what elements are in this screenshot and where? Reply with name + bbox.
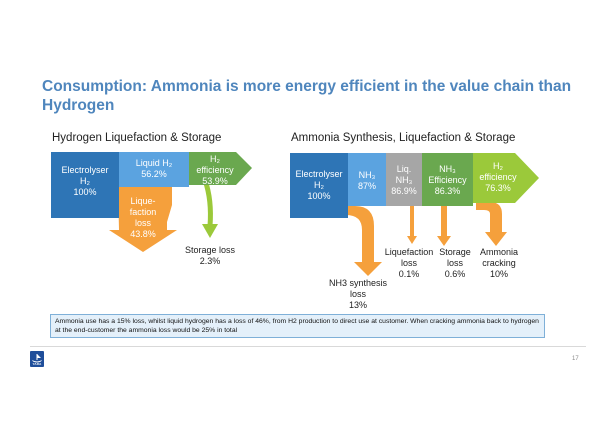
footer-divider (30, 346, 586, 347)
nh3-h2-efficiency-label: H₂ efficiency 76.3% (479, 161, 517, 193)
nh3-efficiency-box (422, 153, 473, 206)
nh3-liquefaction-loss-label: Liquefaction loss 0.1% (384, 247, 434, 279)
nh3-synthesis-loss-flow (346, 206, 382, 276)
summary-note-box: Ammonia use has a 15% loss, whilst liqui… (50, 314, 545, 338)
h2-electrolyser-box (51, 152, 119, 218)
page-number: 17 (572, 356, 579, 362)
h2-liquefaction-loss-flow (109, 186, 177, 252)
ammonia-section-title: Ammonia Synthesis, Liquefaction & Storag… (291, 132, 516, 144)
nh3-cracking-loss-label: Ammonia cracking 10% (479, 247, 518, 279)
nh3-liq-box (386, 153, 422, 206)
nh3-efficiency-label: NH₃ Efficiency 86.3% (428, 164, 467, 196)
slide-title: Consumption: Ammonia is more energy effi… (42, 78, 572, 114)
logo-wordmark: YARA (32, 362, 42, 366)
nh3-liq-label: Liq. NH₃ 86.9% (391, 164, 417, 196)
nh3-box (348, 153, 386, 206)
yara-logo: YARA (30, 351, 44, 367)
nh3-cracking-loss-flow (476, 202, 507, 246)
h2-electrolyser-label: Electrolyser H₂ 100% (61, 165, 109, 197)
nh3-storage-loss-label: Storage loss 0.6% (439, 247, 471, 279)
hydrogen-section-title: Hydrogen Liquefaction & Storage (52, 132, 222, 144)
nh3-electrolyser-label: Electrolyser H₂ 100% (295, 169, 343, 201)
nh3-liquefaction-loss-flow (407, 204, 417, 244)
nh3-synthesis-loss-label: NH3 synthesis loss 13% (328, 278, 388, 310)
h2-liquid-box (119, 152, 189, 187)
h2-storage-loss-arrowhead (202, 224, 218, 238)
h2-efficiency-arrow (189, 152, 252, 185)
nh3-storage-loss-flow (437, 206, 451, 246)
h2-liquid-label: Liquid H₂ 56.2% (135, 158, 173, 179)
h2-efficiency-label: H₂ efficiency 53.9% (196, 154, 234, 186)
h2-storage-loss-label: Storage loss 2.3% (184, 245, 236, 266)
nh3-label: NH₃ 87% (357, 170, 376, 191)
nh3-electrolyser-box (290, 153, 348, 218)
h2-liquefaction-loss-label: Lique- faction loss 43.8% (129, 196, 157, 239)
viking-ship-icon (32, 354, 42, 363)
summary-note-text: Ammonia use has a 15% loss, whilst liqui… (55, 318, 539, 334)
nh3-h2-efficiency-arrow (473, 153, 539, 203)
